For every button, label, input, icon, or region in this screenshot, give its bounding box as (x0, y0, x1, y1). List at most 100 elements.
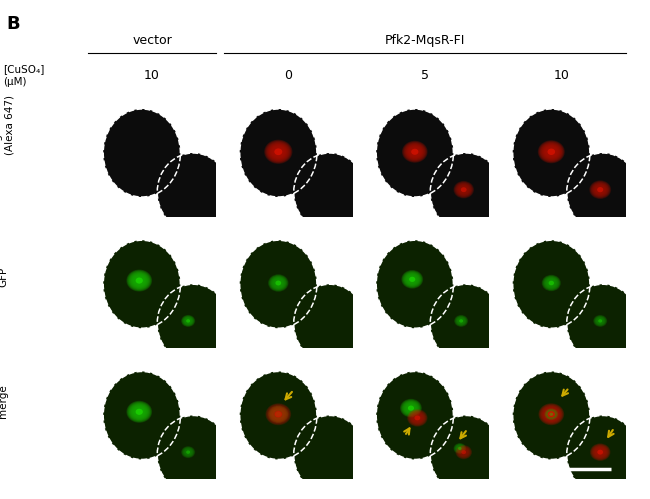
Ellipse shape (266, 141, 291, 163)
Ellipse shape (268, 406, 289, 423)
Ellipse shape (270, 145, 286, 158)
Text: GFP: GFP (0, 266, 8, 286)
Ellipse shape (409, 411, 426, 425)
Ellipse shape (269, 406, 287, 422)
Ellipse shape (267, 142, 290, 162)
Ellipse shape (408, 146, 422, 158)
Ellipse shape (545, 409, 557, 419)
Ellipse shape (133, 275, 145, 285)
Ellipse shape (543, 407, 560, 421)
Ellipse shape (415, 416, 421, 420)
Ellipse shape (402, 400, 421, 416)
Ellipse shape (545, 409, 558, 420)
Ellipse shape (271, 408, 285, 420)
Ellipse shape (157, 416, 229, 494)
Ellipse shape (454, 315, 468, 327)
Ellipse shape (543, 275, 560, 290)
Ellipse shape (541, 275, 561, 291)
Ellipse shape (457, 447, 471, 458)
Ellipse shape (407, 274, 418, 284)
Ellipse shape (404, 273, 420, 286)
Ellipse shape (597, 187, 603, 192)
Ellipse shape (590, 444, 610, 461)
Ellipse shape (593, 446, 608, 459)
Ellipse shape (268, 406, 288, 423)
Ellipse shape (266, 142, 291, 162)
Ellipse shape (543, 408, 559, 421)
Ellipse shape (458, 447, 462, 450)
Ellipse shape (567, 284, 639, 362)
Ellipse shape (406, 404, 417, 413)
Ellipse shape (542, 144, 561, 160)
Ellipse shape (430, 416, 502, 494)
Text: 10: 10 (144, 69, 160, 82)
Ellipse shape (270, 407, 287, 421)
Ellipse shape (127, 401, 151, 422)
Ellipse shape (182, 315, 194, 326)
Ellipse shape (594, 316, 606, 326)
Ellipse shape (546, 410, 556, 419)
Ellipse shape (270, 145, 287, 159)
Ellipse shape (405, 144, 424, 160)
Ellipse shape (266, 404, 291, 425)
Ellipse shape (595, 185, 606, 194)
Text: vector: vector (132, 34, 172, 47)
Ellipse shape (182, 447, 194, 457)
Ellipse shape (401, 400, 421, 417)
Ellipse shape (271, 408, 285, 420)
Ellipse shape (593, 447, 607, 458)
Ellipse shape (456, 316, 467, 325)
Ellipse shape (103, 109, 181, 197)
Ellipse shape (264, 140, 292, 164)
Ellipse shape (430, 153, 502, 231)
Ellipse shape (127, 270, 151, 291)
Ellipse shape (408, 406, 414, 411)
Ellipse shape (402, 141, 428, 163)
Ellipse shape (270, 276, 286, 289)
Ellipse shape (268, 143, 289, 161)
Ellipse shape (272, 409, 285, 420)
Ellipse shape (455, 315, 467, 326)
Ellipse shape (270, 407, 287, 421)
Ellipse shape (411, 413, 423, 423)
Ellipse shape (594, 315, 606, 326)
Ellipse shape (181, 447, 195, 458)
Ellipse shape (539, 141, 564, 162)
Ellipse shape (186, 451, 190, 454)
Ellipse shape (266, 404, 290, 424)
Ellipse shape (456, 183, 472, 197)
Ellipse shape (265, 140, 292, 163)
Ellipse shape (545, 409, 557, 419)
Ellipse shape (405, 273, 419, 285)
Ellipse shape (455, 316, 467, 326)
Ellipse shape (456, 317, 466, 325)
Ellipse shape (376, 371, 454, 460)
Ellipse shape (595, 316, 606, 326)
Ellipse shape (268, 406, 289, 423)
Ellipse shape (456, 317, 466, 325)
Ellipse shape (406, 145, 423, 159)
Ellipse shape (539, 404, 564, 425)
Ellipse shape (544, 145, 559, 158)
Text: 5: 5 (421, 69, 429, 82)
Ellipse shape (157, 284, 229, 362)
Ellipse shape (590, 443, 610, 461)
Ellipse shape (591, 182, 610, 198)
Ellipse shape (103, 371, 181, 460)
Ellipse shape (131, 273, 148, 288)
Ellipse shape (567, 416, 639, 494)
Ellipse shape (131, 405, 147, 418)
Ellipse shape (541, 406, 562, 423)
Ellipse shape (593, 183, 608, 196)
Ellipse shape (410, 411, 425, 425)
Text: merge: merge (0, 384, 8, 418)
Ellipse shape (294, 284, 366, 362)
Ellipse shape (549, 413, 553, 416)
Ellipse shape (538, 403, 564, 425)
Ellipse shape (402, 270, 422, 288)
Ellipse shape (545, 146, 558, 158)
Ellipse shape (276, 412, 281, 417)
Ellipse shape (294, 153, 366, 231)
Ellipse shape (411, 149, 419, 155)
Ellipse shape (183, 317, 193, 325)
